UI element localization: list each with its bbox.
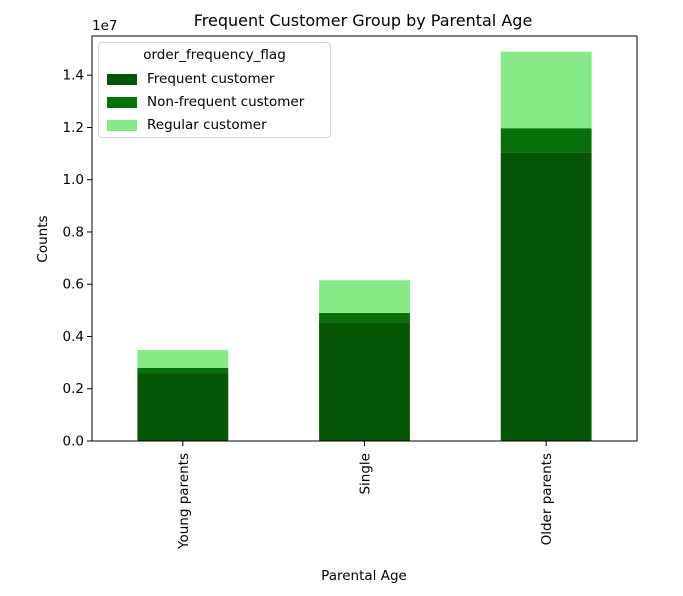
bar-segment-1 <box>500 128 592 153</box>
bar-segment-1 <box>137 367 229 374</box>
bar-segment-0 <box>500 152 592 441</box>
y-scale-label: 1e7 <box>92 18 117 34</box>
x-tick-label: Older parents <box>539 453 555 545</box>
y-tick-label: 1.4 <box>63 68 84 84</box>
y-tick-label: 0.6 <box>63 277 84 293</box>
x-tick-label: Young parents <box>176 453 192 550</box>
plot-frame <box>91 35 638 442</box>
legend-item-frequent: Frequent customer <box>107 69 275 89</box>
legend-item-non-frequent: Non-frequent customer <box>107 92 304 112</box>
legend-swatch <box>107 73 137 85</box>
y-tick-label: 0.8 <box>63 224 84 240</box>
bar-segment-2 <box>319 280 410 313</box>
legend: order_frequency_flag Frequent customer N… <box>98 42 331 138</box>
y-tick-label: 1.2 <box>63 120 84 136</box>
legend-item-regular: Regular customer <box>107 115 267 135</box>
legend-swatch <box>107 119 137 131</box>
bar-segment-0 <box>319 322 410 441</box>
bar-segment-2 <box>500 51 592 129</box>
chart-title: Frequent Customer Group by Parental Age <box>194 11 533 30</box>
legend-label: Frequent customer <box>147 71 275 87</box>
legend-label: Non-frequent customer <box>147 94 305 110</box>
bar-segment-2 <box>137 350 229 368</box>
y-tick-label: 0.2 <box>63 381 84 397</box>
bar-segment-0 <box>137 373 229 441</box>
legend-label: Regular customer <box>147 117 267 133</box>
x-tick-label: Single <box>358 453 374 495</box>
legend-title: order_frequency_flag <box>143 47 286 63</box>
legend-swatch <box>107 96 137 108</box>
y-tick-label: 0.4 <box>63 329 84 345</box>
y-tick-label: 1.0 <box>63 172 84 188</box>
y-axis-label: Counts <box>35 215 51 262</box>
y-tick-label: 0.0 <box>63 434 84 450</box>
bar-segment-1 <box>319 312 410 323</box>
x-axis-label: Parental Age <box>321 568 407 584</box>
